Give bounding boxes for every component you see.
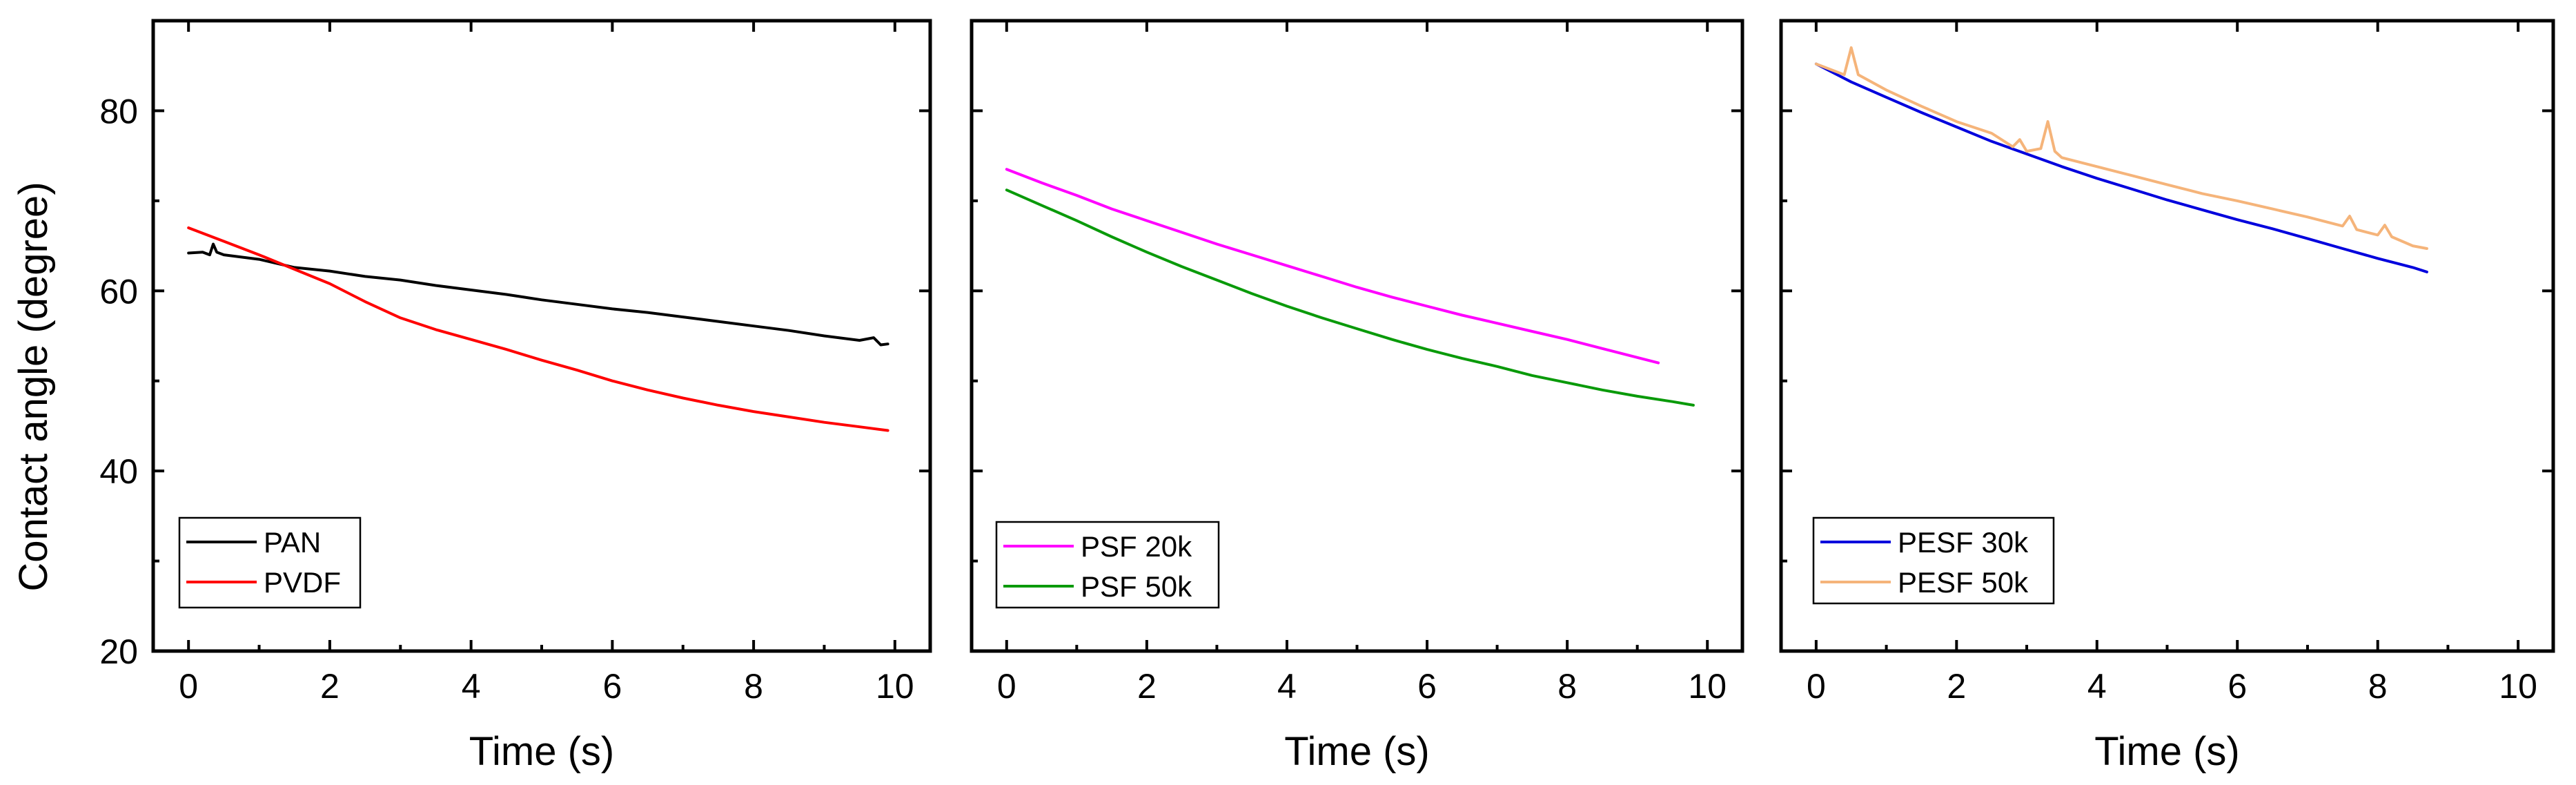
x-tick-label: 4 xyxy=(462,667,481,706)
chart-panel-1: 0 2 4 6 8 10 20 40 60 80 Time (s) PAN PVDF xyxy=(99,19,932,774)
x-tick-label: 8 xyxy=(1557,667,1577,706)
x-tick-label: 2 xyxy=(320,667,340,706)
legend: PSF 20k PSF 50k xyxy=(995,521,1220,609)
x-tick-label: 10 xyxy=(2499,667,2537,706)
x-tick-label: 8 xyxy=(744,667,763,706)
x-tick-label: 2 xyxy=(1137,667,1157,706)
x-tick-label: 0 xyxy=(1807,667,1826,706)
y-tick-label: 60 xyxy=(99,272,138,311)
x-tick-label: 0 xyxy=(997,667,1016,706)
legend-label: PESF 30k xyxy=(1898,526,2029,559)
legend-box xyxy=(1812,516,2055,605)
series-line-psf-50k xyxy=(1005,188,1695,407)
legend-box xyxy=(178,516,362,609)
chart-panel-3: 0 2 4 6 8 10 Time (s) PESF 30k PESF 50k xyxy=(1779,19,2555,774)
x-tick-label: 0 xyxy=(179,667,198,706)
y-tick-label: 20 xyxy=(99,632,138,671)
x-tick-label: 2 xyxy=(1947,667,1966,706)
legend: PAN PVDF xyxy=(178,516,362,609)
x-tick-label: 6 xyxy=(2228,667,2247,706)
series-line-pan xyxy=(187,242,889,347)
series-line-pvdf xyxy=(187,226,889,432)
x-tick-label: 6 xyxy=(1417,667,1437,706)
legend-box xyxy=(995,521,1220,609)
series-line-pesf-50k xyxy=(1814,46,2428,250)
y-tick-label: 40 xyxy=(99,452,138,491)
series-line-psf-20k xyxy=(1005,168,1660,365)
y-tick-label: 80 xyxy=(99,92,138,130)
x-axis-label: Time (s) xyxy=(469,729,614,774)
series-line-pesf-30k xyxy=(1814,62,2428,273)
legend: PESF 30k PESF 50k xyxy=(1812,516,2055,605)
x-tick-label: 4 xyxy=(1277,667,1297,706)
legend-label: PESF 50k xyxy=(1898,566,2029,599)
legend-label: PVDF xyxy=(264,566,341,599)
x-axis-label: Time (s) xyxy=(1284,729,1429,774)
x-tick-label: 8 xyxy=(2368,667,2388,706)
legend-label: PSF 20k xyxy=(1081,530,1192,563)
y-axis-label: Contact angle (degree) xyxy=(11,182,56,591)
x-tick-label: 4 xyxy=(2087,667,2107,706)
x-axis-label: Time (s) xyxy=(2094,729,2239,774)
x-tick-label: 10 xyxy=(1688,667,1727,706)
x-tick-label: 6 xyxy=(602,667,622,706)
legend-label: PSF 50k xyxy=(1081,570,1192,603)
x-tick-label: 10 xyxy=(876,667,914,706)
chart-panel-2: 0 2 4 6 8 10 Time (s) PSF 20k PSF 50k xyxy=(970,19,1744,774)
legend-label: PAN xyxy=(264,526,321,559)
